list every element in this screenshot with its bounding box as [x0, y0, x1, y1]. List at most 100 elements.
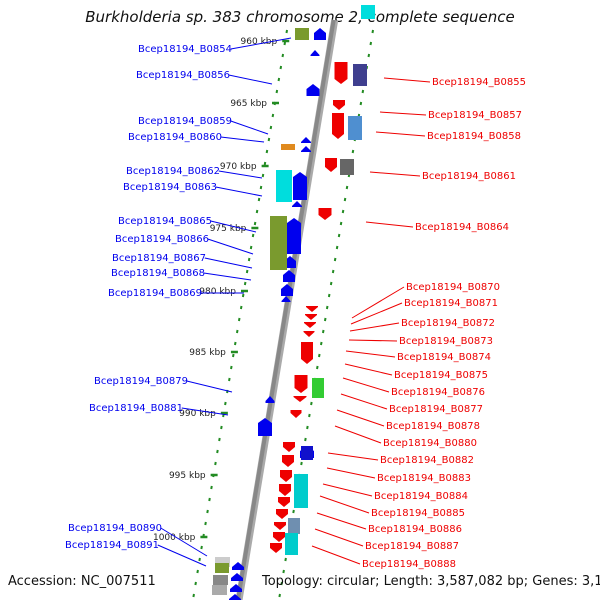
- gene-leader-right: [369, 171, 421, 177]
- gene-leader-right: [314, 528, 364, 547]
- gene-label-right: Bcep18194_B0872: [401, 318, 495, 329]
- gene-leader-left: [181, 407, 229, 416]
- reverse-gene-block: [282, 455, 294, 467]
- gene-leader-right: [316, 512, 367, 530]
- reverse-gene-block: [325, 158, 337, 172]
- forward-gene-block: [301, 146, 311, 152]
- gene-label-right: Bcep18194_B0857: [428, 110, 522, 121]
- scale-dot-right: [306, 425, 309, 430]
- scale-dot-right: [359, 101, 363, 106]
- scale-dot-right: [333, 257, 337, 262]
- scale-dot-left: [277, 77, 281, 82]
- gene-leader-left: [215, 186, 263, 197]
- gene-leader-right: [350, 302, 403, 325]
- gene-leader-left: [160, 527, 208, 557]
- reverse-gene-block: [273, 532, 285, 542]
- scale-dot-right: [371, 29, 375, 34]
- gene-leader-right: [345, 350, 396, 358]
- scale-dot-right: [318, 353, 321, 358]
- feature-box: [215, 563, 229, 573]
- gene-leader-left: [207, 238, 254, 255]
- scale-dot-right: [325, 305, 329, 310]
- gene-label-left: Bcep18194_B0859: [138, 116, 232, 127]
- scale-dot-left: [269, 125, 273, 130]
- scale-dot-right: [284, 557, 287, 562]
- scale-dot-left: [259, 185, 263, 190]
- scale-dot-left: [241, 293, 245, 298]
- scale-dot-right: [278, 593, 281, 598]
- feature-box: [215, 557, 230, 567]
- scale-dot-left: [216, 449, 219, 454]
- feature-box: [281, 144, 295, 150]
- gene-leader-right: [348, 339, 398, 342]
- forward-gene-block: [301, 137, 311, 143]
- feature-box: [294, 474, 308, 508]
- scale-dot-right: [327, 293, 331, 298]
- scale-dot-left: [208, 497, 211, 502]
- topology-label: Topology: circular; Length: 3,587,082 bp…: [262, 574, 600, 589]
- scale-dot-right: [300, 461, 303, 466]
- scale-dot-left: [247, 257, 251, 262]
- kbp-tick-label: 985 kbp: [189, 348, 226, 358]
- gene-leader-left: [228, 74, 273, 85]
- gene-label-left: Bcep18194_B0862: [126, 166, 220, 177]
- gene-label-right: Bcep18194_B0880: [383, 438, 477, 449]
- feature-box: [353, 64, 367, 86]
- forward-gene-block: [232, 562, 244, 570]
- scale-dot-left: [243, 281, 247, 286]
- gene-label-right: Bcep18194_B0871: [404, 298, 498, 309]
- scale-dot-left: [279, 65, 283, 70]
- feature-box: [276, 170, 292, 202]
- gene-label-right: Bcep18194_B0883: [377, 473, 471, 484]
- scale-dot-left: [233, 341, 237, 346]
- scale-dot-left: [237, 317, 241, 322]
- gene-leader-right: [311, 545, 361, 565]
- scale-dot-left: [255, 209, 259, 214]
- forward-gene-block: [306, 84, 320, 96]
- scale-dot-left: [281, 53, 285, 58]
- scale-dot-left: [206, 509, 209, 514]
- map-title: Burkholderia sp. 383 chromosome 2, compl…: [85, 8, 515, 26]
- feature-box: [212, 585, 227, 595]
- scale-dot-left: [253, 221, 257, 226]
- feature-box: [288, 518, 300, 534]
- gene-label-left: Bcep18194_B0869: [108, 288, 202, 299]
- gene-label-left: Bcep18194_B0865: [118, 216, 212, 227]
- feature-box: [285, 533, 298, 555]
- scale-dot-left: [265, 149, 269, 154]
- scale-dot-left: [239, 305, 243, 310]
- scale-dot-left: [261, 173, 265, 178]
- scale-dot-right: [280, 581, 283, 586]
- reverse-gene-block: [280, 470, 292, 482]
- kbp-tick-label: 1000 kbp: [153, 533, 196, 543]
- forward-gene-block: [310, 50, 320, 56]
- scale-dot-right: [282, 569, 285, 574]
- forward-gene-block: [265, 396, 275, 403]
- gene-label-left: Bcep18194_B0879: [94, 376, 188, 387]
- scale-dot-right: [343, 197, 347, 202]
- gene-leader-right: [349, 322, 400, 332]
- reverse-gene-block: [306, 306, 318, 312]
- scale-dot-right: [351, 149, 355, 154]
- scale-dot-left: [204, 521, 207, 526]
- scale-dot-right: [369, 41, 373, 46]
- gene-leader-left: [186, 380, 233, 393]
- reverse-gene-block: [290, 410, 302, 418]
- feature-box: [213, 575, 228, 585]
- scale-dot-right: [304, 437, 307, 442]
- gene-label-right: Bcep18194_B0855: [432, 77, 526, 88]
- scale-dot-left: [235, 329, 239, 334]
- scale-dot-left: [275, 89, 279, 94]
- reverse-gene-block: [333, 100, 345, 110]
- scale-dot-right: [316, 365, 319, 370]
- scale-dot-right: [367, 53, 371, 58]
- feature-box: [361, 5, 375, 19]
- forward-gene-block: [283, 270, 295, 282]
- scale-dot-right: [329, 281, 333, 286]
- scale-dot-left: [263, 161, 267, 166]
- scale-dot-right: [345, 185, 349, 190]
- gene-label-right: Bcep18194_B0861: [422, 171, 516, 182]
- gene-leader-left: [204, 257, 253, 269]
- gene-leader-right: [327, 452, 379, 461]
